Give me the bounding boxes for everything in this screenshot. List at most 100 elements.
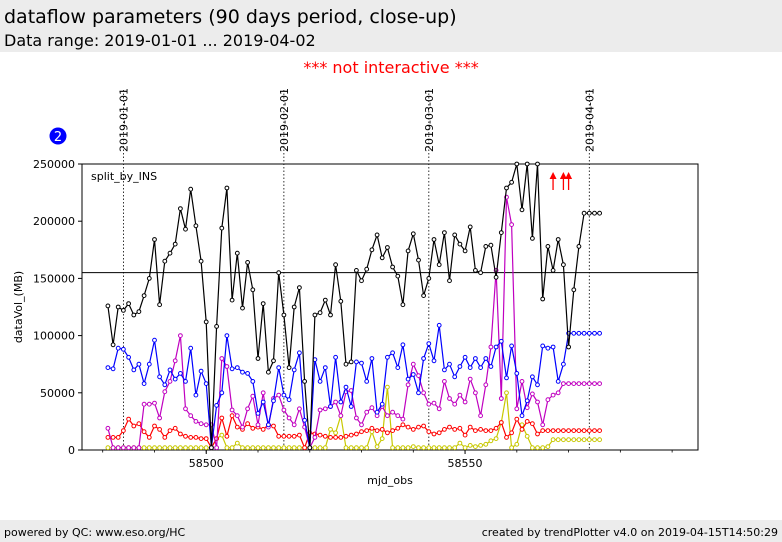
data-point xyxy=(447,445,452,451)
data-point xyxy=(317,432,323,438)
data-point xyxy=(131,445,137,451)
data-point xyxy=(271,423,276,429)
clip-arrow-head xyxy=(565,172,573,179)
data-point xyxy=(203,381,209,387)
data-point xyxy=(498,420,504,425)
data-point xyxy=(234,250,240,256)
data-point xyxy=(364,266,370,272)
data-point xyxy=(152,337,157,343)
data-point xyxy=(467,424,473,430)
data-point xyxy=(473,390,478,396)
data-point xyxy=(400,302,406,308)
data-point xyxy=(431,431,437,437)
data-point xyxy=(535,161,540,167)
data-point xyxy=(224,333,230,339)
data-point xyxy=(245,421,251,427)
data-point xyxy=(105,365,111,371)
data-point xyxy=(586,428,592,434)
data-point xyxy=(504,390,509,396)
data-point xyxy=(447,361,452,367)
data-point xyxy=(431,400,437,406)
data-point xyxy=(229,445,235,451)
x-axis-label: mjd_obs xyxy=(367,474,413,487)
annotation-label: split_by_INS xyxy=(91,170,157,183)
data-point xyxy=(457,364,463,369)
data-point xyxy=(555,428,561,434)
data-point xyxy=(141,445,147,451)
data-point xyxy=(385,430,390,436)
data-point xyxy=(416,373,421,379)
data-point xyxy=(214,324,220,329)
data-point xyxy=(545,397,551,403)
data-point xyxy=(136,421,142,427)
data-point xyxy=(514,406,520,412)
data-point xyxy=(276,392,282,398)
data-point xyxy=(167,367,173,373)
data-point xyxy=(597,210,602,216)
data-point xyxy=(219,415,225,421)
y-tick-label: 50000 xyxy=(40,387,75,400)
data-point xyxy=(214,403,220,408)
data-point xyxy=(478,270,484,276)
data-point xyxy=(581,381,587,387)
data-point xyxy=(374,409,380,415)
data-point xyxy=(146,445,152,451)
data-point xyxy=(555,379,561,384)
data-point xyxy=(359,278,364,284)
data-point xyxy=(266,422,271,428)
series-group xyxy=(105,161,602,451)
data-point xyxy=(188,186,194,192)
data-point xyxy=(379,427,385,432)
data-point xyxy=(395,425,401,431)
data-point xyxy=(467,224,473,230)
data-point xyxy=(115,304,121,310)
data-point xyxy=(498,230,504,236)
data-point xyxy=(566,344,571,350)
data-point xyxy=(141,293,147,299)
data-point xyxy=(431,237,437,242)
data-point xyxy=(395,445,401,451)
data-point xyxy=(286,433,292,439)
data-point xyxy=(400,445,406,451)
data-point xyxy=(105,435,111,440)
data-point xyxy=(586,210,592,216)
data-point xyxy=(540,343,546,349)
data-point xyxy=(452,401,458,407)
data-point xyxy=(364,445,370,451)
data-point xyxy=(576,428,582,434)
data-point xyxy=(426,429,432,435)
data-point xyxy=(586,381,592,387)
data-point xyxy=(312,445,318,451)
data-point xyxy=(333,262,339,268)
data-point xyxy=(281,392,287,398)
data-point xyxy=(157,302,163,308)
data-point xyxy=(291,367,297,373)
data-point xyxy=(457,241,463,247)
data-point xyxy=(152,445,157,451)
data-point xyxy=(131,312,137,318)
data-point xyxy=(561,381,566,387)
data-point xyxy=(276,433,282,439)
data-point xyxy=(555,237,561,242)
data-point xyxy=(545,345,551,351)
data-point xyxy=(141,429,147,435)
data-point xyxy=(271,358,276,364)
data-point xyxy=(162,435,168,440)
y-axis-label: dataVol_(MB) xyxy=(12,271,25,343)
data-point xyxy=(115,345,121,351)
data-point xyxy=(436,430,442,436)
data-point xyxy=(566,428,571,434)
data-point xyxy=(240,305,245,311)
data-point xyxy=(193,445,199,451)
data-point xyxy=(540,296,546,302)
data-point xyxy=(229,407,235,413)
data-point xyxy=(447,278,452,284)
data-point xyxy=(390,428,396,434)
data-point xyxy=(162,389,168,395)
data-point xyxy=(141,381,147,387)
data-point xyxy=(390,445,396,451)
data-point xyxy=(592,381,597,387)
data-point xyxy=(379,401,385,407)
data-point xyxy=(121,428,126,434)
data-point xyxy=(110,445,116,451)
